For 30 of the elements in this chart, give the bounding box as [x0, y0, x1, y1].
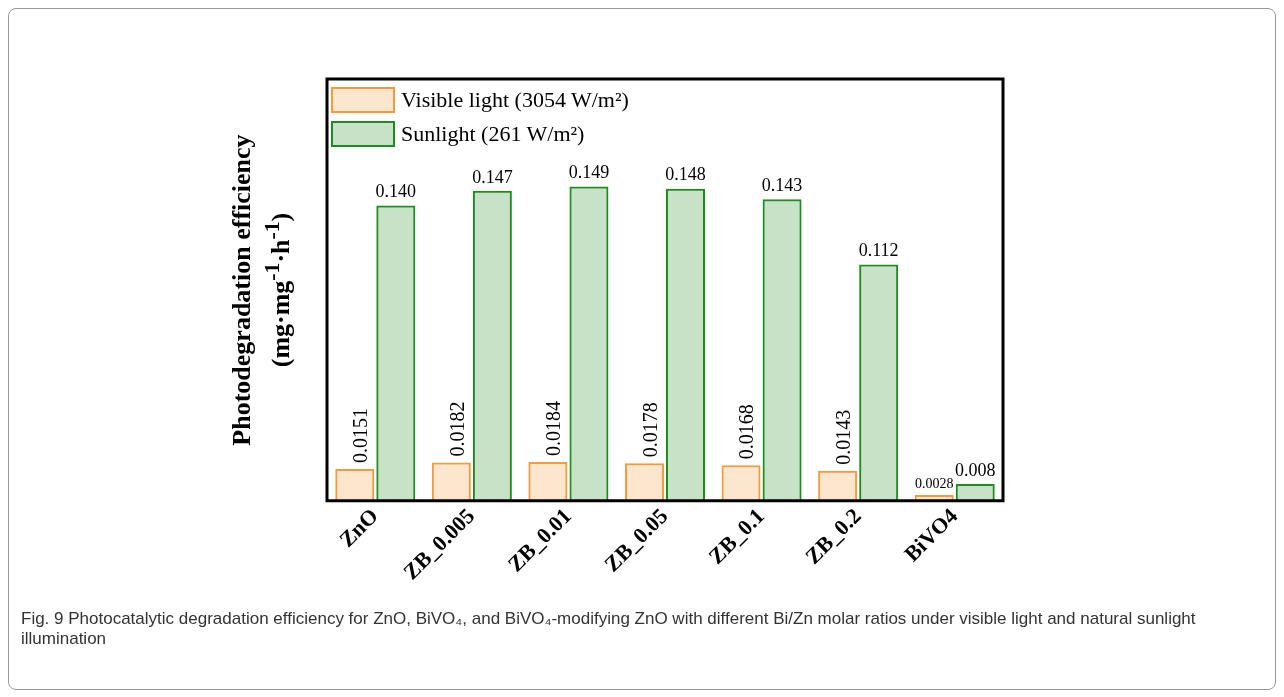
bar	[624, 463, 664, 501]
data-label: 0.112	[858, 240, 899, 261]
data-label: 0.0028	[914, 475, 954, 491]
data-label: 0.0143	[831, 409, 854, 465]
data-label: 0.008	[954, 459, 996, 480]
data-label: 0.0151	[349, 407, 372, 463]
data-label: 0.0182	[445, 401, 468, 457]
data-label: 0.140	[375, 181, 417, 202]
bar	[528, 462, 568, 501]
bar	[721, 465, 761, 501]
legend-label: Sunlight (261 W/m²)	[401, 121, 585, 147]
bar	[335, 468, 375, 501]
bar	[376, 205, 416, 501]
bar	[431, 462, 471, 501]
bar	[666, 188, 706, 501]
bar	[859, 264, 899, 501]
x-tick-label: ZnO	[334, 503, 383, 552]
bar	[818, 470, 858, 501]
data-label: 0.147	[472, 166, 513, 187]
data-label: 0.143	[761, 174, 803, 195]
data-label: 0.0184	[542, 400, 565, 456]
bar	[569, 186, 609, 501]
data-label: 0.0168	[735, 404, 758, 460]
bar	[472, 190, 512, 501]
bar	[762, 199, 802, 501]
data-label: 0.149	[568, 162, 610, 183]
caption: Fig. 9 Photocatalytic degradation efficiency for ZnO, BiVO₄, and BiVO₄-modifying ZnO with different Bi/Zn molar ratios under visible light and natural sunlight illumination	[21, 609, 1197, 649]
data-label: 0.0178	[638, 402, 661, 458]
data-label: 0.148	[665, 164, 706, 185]
legend-label: Visible light (3054 W/m²)	[401, 87, 629, 113]
